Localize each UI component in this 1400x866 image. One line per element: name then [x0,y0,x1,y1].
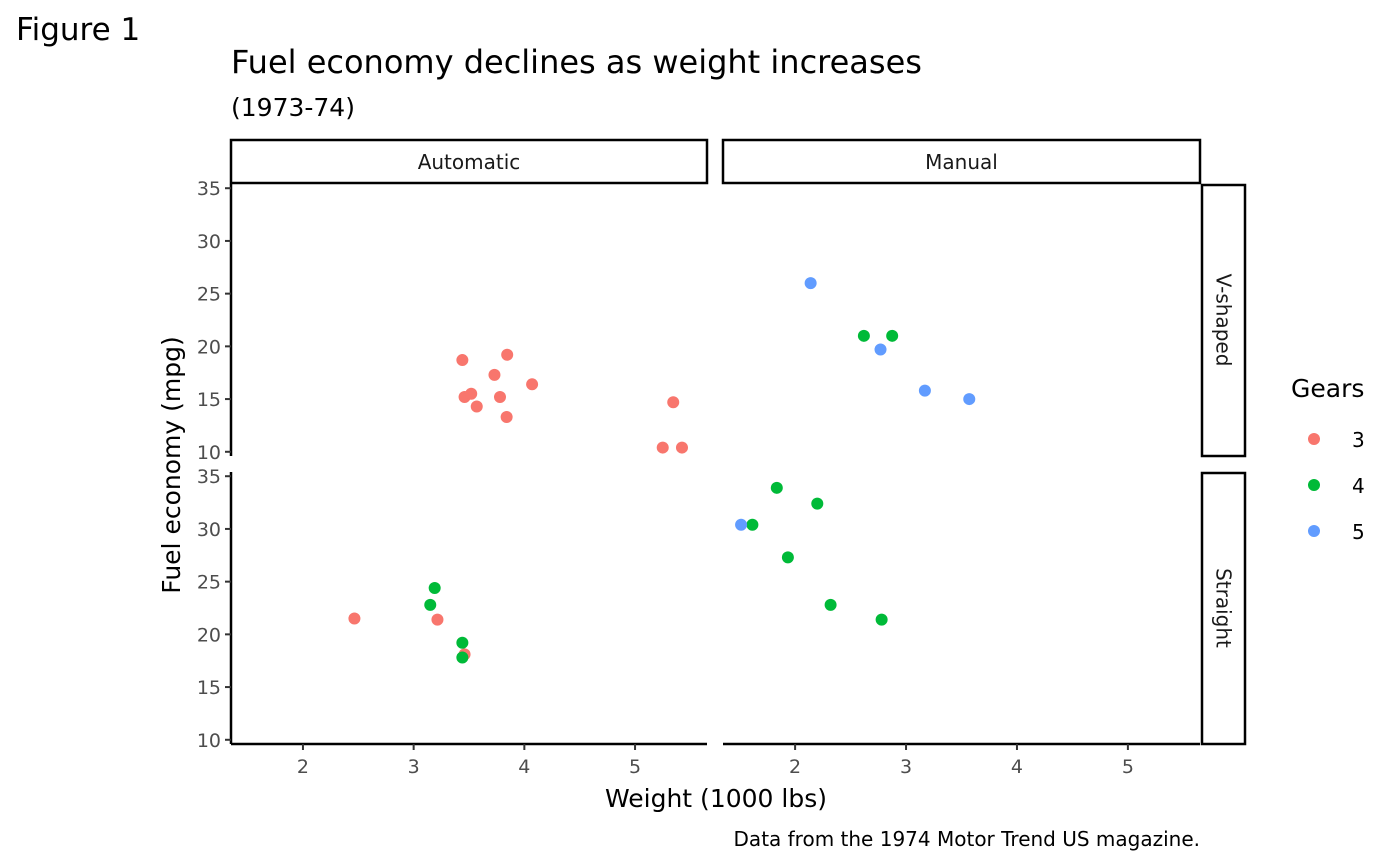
facet-strip-label: Straight [1212,568,1236,648]
data-point-gear-3 [465,387,478,400]
data-point-gear-4 [886,329,899,342]
facet-strip-manual [721,138,1202,185]
y-tick-label: 20 [197,336,221,358]
y-tick-label: 10 [197,730,221,752]
data-point-gear-4 [746,518,759,531]
y-tick-label: 15 [197,389,221,411]
facet-strip-label: V-shaped [1212,274,1236,367]
x-tick-label: 2 [789,756,801,778]
x-tick-label: 2 [297,756,309,778]
data-point-gear-3 [488,368,501,381]
x-tick-label: 5 [629,756,641,778]
data-point-gear-5 [735,518,748,531]
x-tick-label: 3 [900,756,912,778]
data-point-gear-4 [456,636,469,649]
figure-label: Figure 1 [16,12,141,48]
legend-label: 4 [1352,474,1365,498]
data-point-gear-3 [500,410,513,423]
y-tick-label: 35 [197,466,221,488]
y-tick-label: 25 [197,572,221,594]
legend-label: 3 [1352,428,1365,452]
data-point-gear-4 [857,329,870,342]
y-tick-label: 35 [197,178,221,200]
data-point-gear-4 [824,598,837,611]
chart-title: Fuel economy declines as weight increase… [231,43,922,81]
data-point-gear-3 [501,348,514,361]
data-point-gear-4 [424,598,437,611]
data-point-gear-3 [493,390,506,403]
x-tick-label: 4 [518,756,530,778]
data-point-gear-3 [656,441,669,454]
facet-strip-v-shaped [1200,183,1247,458]
data-point-gear-5 [874,343,887,356]
data-point-gear-3 [667,396,680,409]
y-tick-label: 30 [197,231,221,253]
data-point-gear-3 [456,354,469,367]
legend: Gears 3 4 5 [1291,374,1365,544]
facet-strip-label: Manual [925,150,998,174]
data-point-gear-5 [804,277,817,290]
chart-caption: Data from the 1974 Motor Trend US magazi… [734,827,1200,851]
y-tick-label: 10 [197,442,221,464]
chart-subtitle: (1973-74) [231,93,355,122]
x-tick-label: 5 [1122,756,1134,778]
y-tick-label: 25 [197,284,221,306]
data-point-gear-4 [781,551,794,564]
legend-key-3 [1308,433,1320,445]
data-point-gear-4 [875,613,888,626]
x-tick-label: 4 [1011,756,1023,778]
legend-key-4 [1308,479,1320,491]
data-point-gear-4 [428,581,441,594]
data-point-gear-3 [470,400,483,413]
data-point-gear-4 [770,481,783,494]
data-point-gear-4 [811,497,824,510]
data-point-gear-5 [963,393,976,406]
data-point-gear-3 [526,378,539,391]
data-point-gear-3 [431,613,444,626]
facet-strip-label: Automatic [418,150,521,174]
y-tick-label: 30 [197,519,221,541]
x-tick-label: 3 [408,756,420,778]
y-tick-label: 15 [197,677,221,699]
legend-key-5 [1308,525,1320,537]
facet-strip-straight [1200,471,1247,746]
y-tick-label: 20 [197,624,221,646]
x-axis-label: Weight (1000 lbs) [605,784,827,813]
data-point-gear-3 [348,612,361,625]
data-point-gear-4 [456,651,469,664]
legend-label: 5 [1352,520,1365,544]
data-point-gear-3 [675,441,688,454]
facet-strip-automatic [229,138,709,185]
y-axis-label: Fuel economy (mpg) [157,336,186,593]
data-point-gear-5 [918,384,931,397]
legend-title: Gears [1291,374,1364,403]
